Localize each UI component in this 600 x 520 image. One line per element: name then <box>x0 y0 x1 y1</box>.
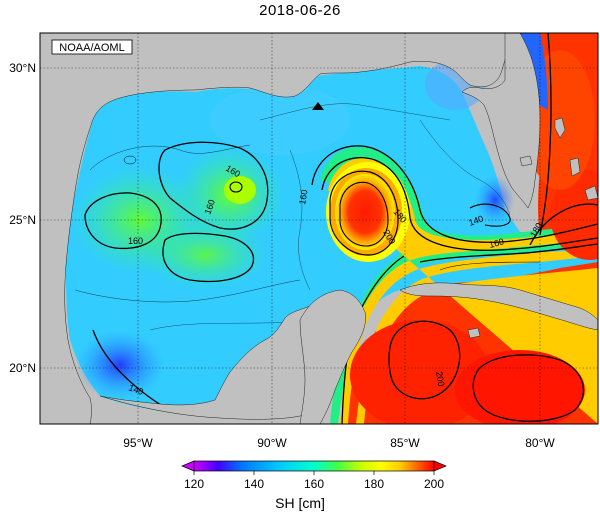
bahamas-island <box>584 185 598 201</box>
colorbar-tick: 120 <box>184 477 204 491</box>
lon-label: 80°W <box>525 436 555 450</box>
colorbar-tick: 200 <box>424 477 444 491</box>
colorbar: 120 140 160 180 200 <box>181 460 447 491</box>
island <box>467 327 481 339</box>
map-plot-area: 160 160 160 160 180 200 140 160 180 200 … <box>40 33 598 424</box>
bahamas-island <box>569 157 581 177</box>
colorbar-label: SH [cm] <box>275 495 325 511</box>
colorbar-max-arrow <box>433 460 447 472</box>
contour-label: 160 <box>128 236 143 246</box>
contour-label: 160 <box>297 189 309 206</box>
lat-label: 30°N <box>9 61 36 75</box>
colorbar-gradient <box>193 460 435 472</box>
colorbar-tick: 140 <box>244 477 264 491</box>
contour-label: 140 <box>467 213 485 228</box>
credit-box <box>51 39 133 55</box>
yucatan-peninsula <box>299 289 366 424</box>
map-frame <box>39 32 599 425</box>
florida-land <box>461 33 541 209</box>
lat-label: 20°N <box>9 361 36 375</box>
triangle-marker <box>312 102 324 110</box>
lon-label: 95°W <box>123 436 153 450</box>
island <box>519 155 533 167</box>
colorbar-tick: 180 <box>364 477 384 491</box>
land-masses <box>40 33 598 424</box>
credit-label: NOAA/AOML <box>59 42 124 54</box>
lon-label: 85°W <box>390 436 420 450</box>
colorbar-min-arrow <box>181 460 195 472</box>
us-coast-land <box>40 33 521 424</box>
contour-label: 140 <box>127 382 145 397</box>
gridlines <box>40 33 598 424</box>
bahamas-island <box>554 117 566 139</box>
map-title: 2018-06-26 <box>259 2 341 19</box>
contour-label: 160 <box>488 236 505 250</box>
cuba-land <box>399 282 598 331</box>
colorbar-tick: 160 <box>304 477 324 491</box>
contour-label: 200 <box>434 371 446 388</box>
lon-label: 90°W <box>257 436 287 450</box>
lat-label: 25°N <box>9 213 36 227</box>
contour-label: 160 <box>202 198 217 216</box>
